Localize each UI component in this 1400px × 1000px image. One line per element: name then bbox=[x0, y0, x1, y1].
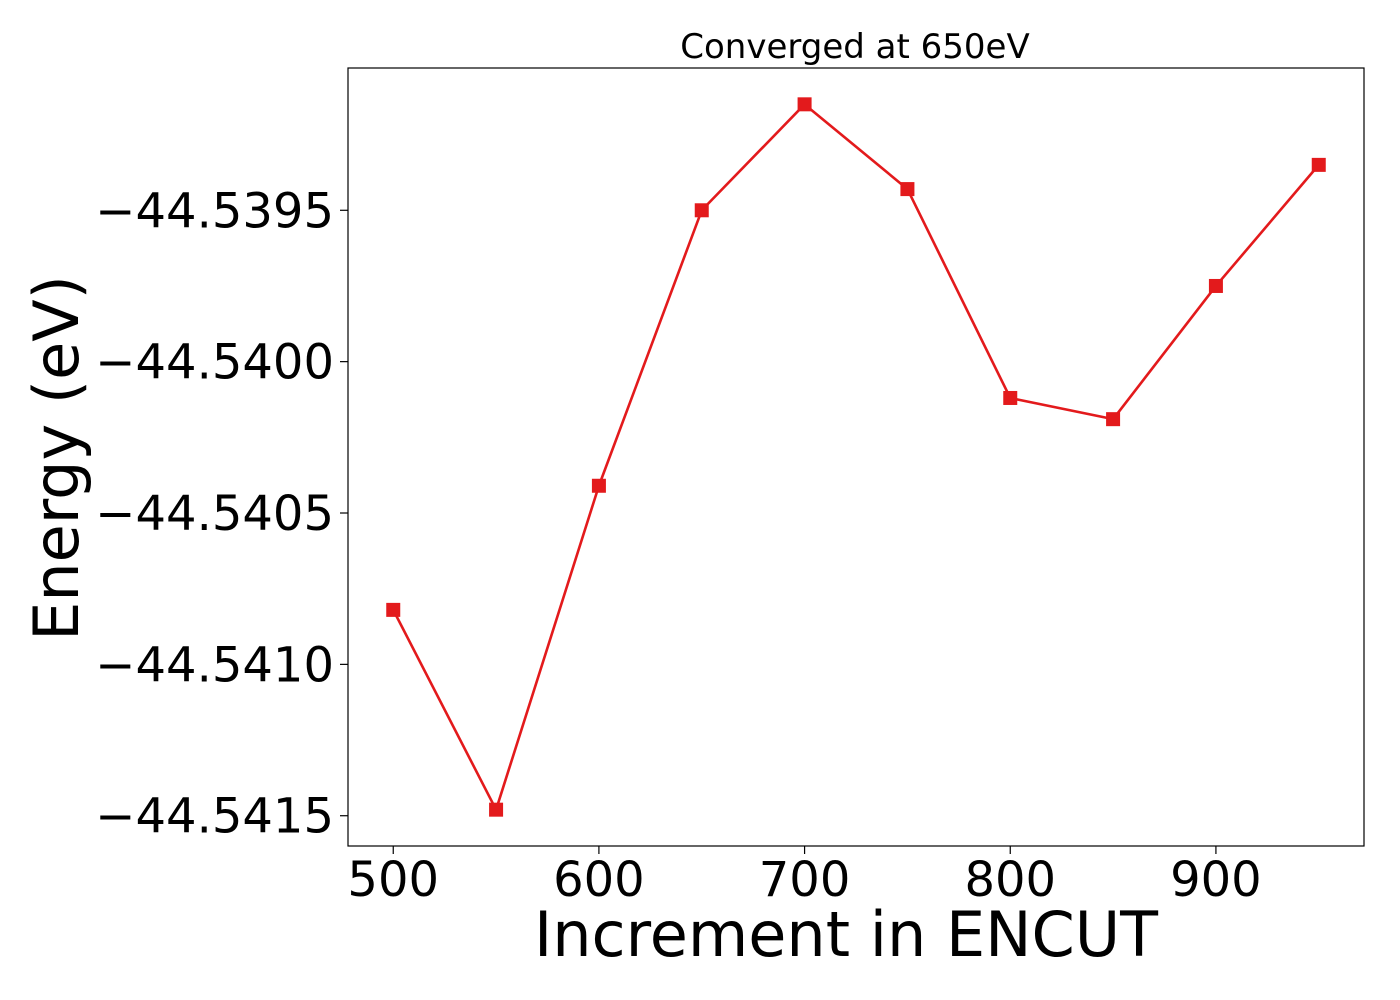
data-point bbox=[1208, 278, 1223, 293]
data-point bbox=[386, 602, 401, 617]
x-tick-label: 600 bbox=[553, 852, 645, 908]
x-tick-label: 900 bbox=[1170, 852, 1262, 908]
data-point bbox=[1003, 390, 1018, 405]
x-tick-label: 800 bbox=[964, 852, 1056, 908]
y-axis-label: Energy (eV) bbox=[20, 275, 93, 641]
data-point bbox=[591, 478, 606, 493]
x-axis-ticks: 500 600 700 800 900 bbox=[347, 846, 1262, 908]
y-tick-label: −44.5410 bbox=[95, 637, 334, 693]
data-point bbox=[900, 182, 915, 197]
plot-area bbox=[347, 67, 1365, 847]
y-tick-label: −44.5395 bbox=[95, 183, 334, 239]
data-point bbox=[694, 203, 709, 218]
y-axis-ticks: −44.5395 −44.5400 −44.5405 −44.5410 −44.5415 bbox=[95, 183, 348, 845]
x-tick-label: 500 bbox=[347, 852, 439, 908]
y-tick-label: −44.5400 bbox=[95, 335, 334, 391]
y-tick-label: −44.5405 bbox=[95, 486, 334, 542]
series-layer bbox=[386, 97, 1326, 817]
chart-title: Converged at 650eV bbox=[680, 27, 1029, 67]
x-tick-label: 700 bbox=[759, 852, 851, 908]
y-tick-label: −44.5415 bbox=[95, 789, 334, 845]
data-point bbox=[489, 802, 504, 817]
data-point bbox=[1106, 412, 1121, 427]
data-point bbox=[797, 97, 812, 112]
data-point bbox=[1311, 157, 1326, 172]
x-axis-label: Increment in ENCUT bbox=[534, 898, 1159, 971]
series-line bbox=[392, 103, 1320, 811]
